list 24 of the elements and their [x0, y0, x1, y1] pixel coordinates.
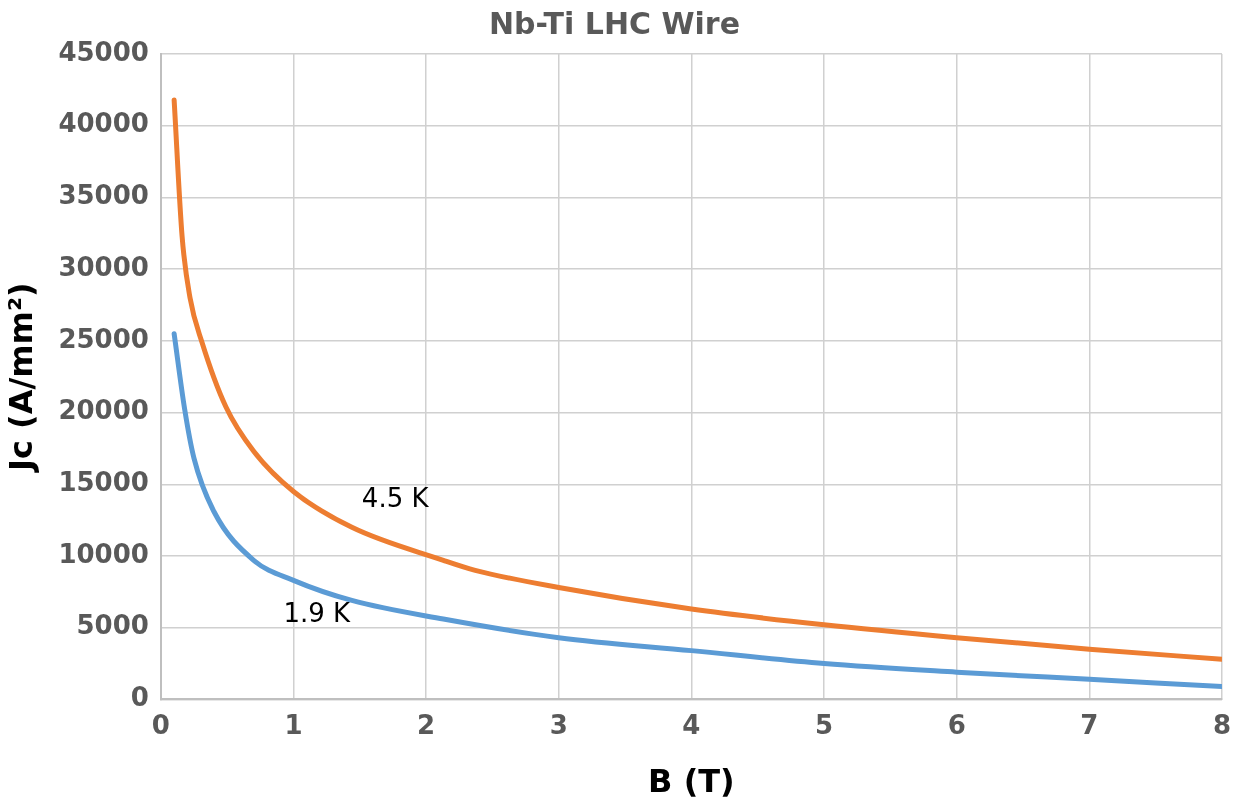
y-axis-title: Jc (A/mm²)	[1, 282, 40, 473]
x-tick-label: 8	[1212, 709, 1231, 740]
x-axis-title: B (T)	[648, 762, 735, 801]
y-tick-label: 30000	[58, 251, 149, 282]
y-tick-label: 10000	[58, 538, 149, 569]
y-tick-label: 15000	[58, 467, 149, 498]
series-label: 4.5 K	[361, 483, 430, 514]
y-tick-label: 40000	[58, 108, 149, 139]
x-tick-label: 2	[417, 709, 436, 740]
x-tick-label: 5	[815, 709, 834, 740]
y-tick-label: 25000	[58, 323, 149, 354]
x-tick-label: 7	[1080, 709, 1099, 740]
x-tick-label: 4	[682, 709, 701, 740]
x-tick-label: 1	[284, 709, 303, 740]
y-tick-label: 20000	[58, 395, 149, 426]
chart-title: Nb-Ti LHC Wire	[488, 5, 741, 41]
y-tick-label: 35000	[58, 180, 149, 211]
y-tick-label: 45000	[58, 36, 149, 67]
x-tick-label: 6	[947, 709, 966, 740]
y-tick-label: 5000	[76, 610, 149, 641]
y-tick-label: 0	[130, 682, 149, 713]
x-tick-label: 0	[151, 709, 170, 740]
x-tick-label: 3	[549, 709, 568, 740]
series-label: 1.9 K	[283, 598, 352, 629]
